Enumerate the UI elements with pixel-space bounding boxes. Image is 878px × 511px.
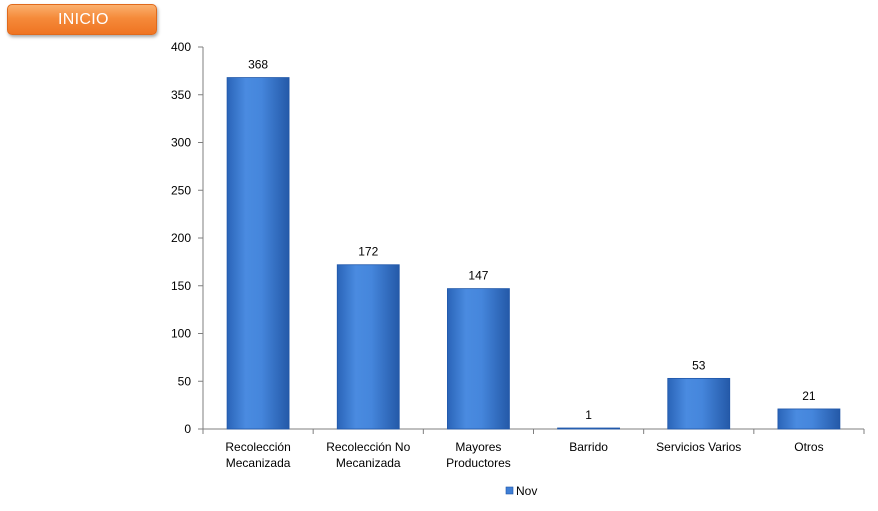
y-tick-label: 300 — [171, 136, 191, 150]
legend-label: Nov — [516, 484, 537, 498]
y-tick-label: 200 — [171, 231, 191, 245]
legend-swatch — [505, 486, 514, 495]
y-tick-label: 250 — [171, 183, 191, 197]
x-category-label: Otros — [794, 440, 823, 454]
bar — [777, 408, 841, 430]
x-category-label: Productores — [446, 456, 511, 470]
x-category-label: Barrido — [569, 440, 608, 454]
data-label: 368 — [248, 58, 268, 72]
y-tick-label: 0 — [184, 422, 191, 436]
data-label: 172 — [358, 245, 378, 259]
y-tick-label: 400 — [171, 40, 191, 54]
x-category-label: Servicios Varios — [656, 440, 741, 454]
data-label: 53 — [692, 358, 706, 372]
bar — [447, 288, 510, 430]
bar — [226, 77, 290, 430]
chart-bars: 368 172 147 1 53 21 — [226, 58, 841, 430]
chart-legend: Nov — [505, 484, 537, 498]
chart-axes: 0 50 100 150 200 250 300 350 400 Recolección Mecan… — [171, 40, 865, 470]
inicio-button[interactable]: INICIO — [7, 4, 157, 35]
y-tick-label: 350 — [171, 88, 191, 102]
x-category-label: Mecanizada — [226, 456, 291, 470]
data-label: 21 — [802, 389, 816, 403]
y-tick-label: 100 — [171, 327, 191, 341]
data-label: 147 — [468, 269, 488, 283]
y-tick-label: 50 — [178, 374, 192, 388]
bar — [667, 377, 731, 430]
x-category-label: Mayores — [455, 440, 501, 454]
x-category-label: Recolección No — [326, 440, 410, 454]
data-label: 1 — [585, 408, 592, 422]
bar — [336, 264, 400, 430]
y-tick-label: 150 — [171, 279, 191, 293]
bar — [557, 427, 620, 430]
x-category-label: Recolección — [225, 440, 290, 454]
x-category-label: Mecanizada — [336, 456, 401, 470]
